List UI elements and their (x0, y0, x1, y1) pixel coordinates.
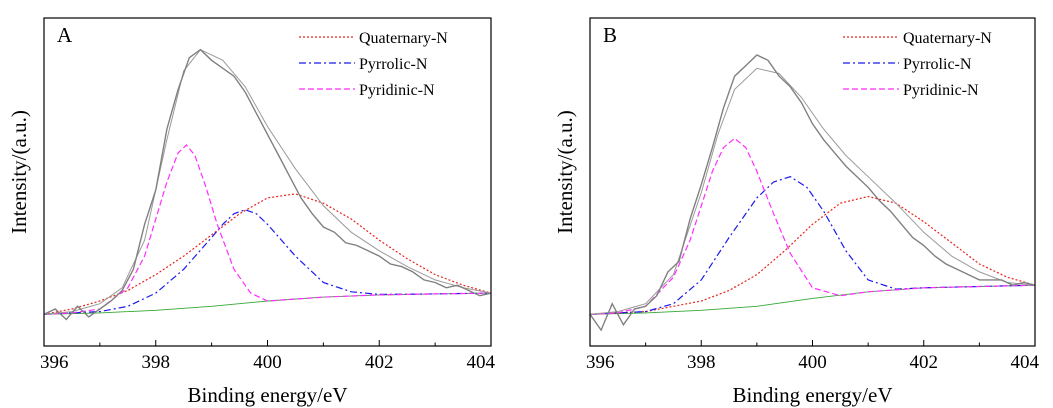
raw-data-line (44, 48, 491, 321)
x-tick-label: 396 (586, 352, 615, 373)
x-tick-label: 404 (467, 352, 496, 373)
plot-area (590, 54, 1035, 332)
panel-letter: A (57, 23, 73, 47)
baseline-line (590, 284, 1035, 315)
x-axis-title: Binding energy/eV (732, 383, 892, 407)
x-tick-label: 404 (1011, 352, 1040, 373)
legend-label: Pyridinic-N (359, 82, 435, 99)
legend-label: Quaternary-N (903, 30, 992, 47)
legend: Quaternary-N Pyrrolic-N Pyridinic-N (843, 30, 992, 99)
legend-label: Quaternary-N (359, 30, 448, 47)
legend-label: Pyrrolic-N (903, 56, 972, 73)
series-quaternary-n (590, 195, 1035, 315)
fitted-envelope-line (590, 67, 1035, 315)
x-tick-label: 402 (365, 352, 394, 373)
x-axis-title: Binding energy/eV (187, 383, 347, 407)
fitted-envelope-line (44, 49, 491, 315)
raw-data-line (590, 54, 1035, 332)
panel-letter: B (603, 23, 617, 47)
y-axis-title: Intensity/(a.u.) (553, 110, 577, 234)
legend-label: Pyrrolic-N (359, 56, 428, 73)
legend: Quaternary-N Pyrrolic-N Pyridinic-N (299, 30, 448, 99)
x-tick-label: 396 (40, 352, 69, 373)
series-pyridinic-n (590, 137, 1035, 315)
series-pyrrolic-n (590, 176, 1035, 315)
x-tick-label: 400 (253, 352, 282, 373)
x-tick-label: 398 (687, 352, 716, 373)
x-tick-label: 400 (798, 352, 827, 373)
legend-label: Pyridinic-N (903, 82, 979, 99)
x-tick-label: 398 (142, 352, 171, 373)
y-axis-title: Intensity/(a.u.) (7, 110, 31, 234)
plot-area (44, 48, 491, 321)
series-pyridinic-n (44, 144, 491, 315)
series-pyrrolic-n (44, 209, 491, 315)
x-tick-label: 402 (910, 352, 939, 373)
panel-b: 396 398 400 402 404 Binding energy/eV Intensit… (553, 17, 1040, 407)
panel-a: 396 398 400 402 404 Binding energy/eV Intensit… (7, 17, 496, 407)
